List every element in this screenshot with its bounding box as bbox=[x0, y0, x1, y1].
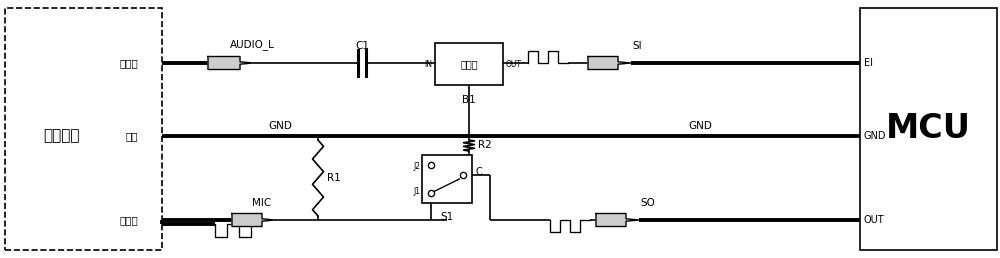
Text: OUT: OUT bbox=[506, 60, 522, 69]
Bar bbox=[860, 8, 997, 250]
Text: OUT: OUT bbox=[864, 215, 885, 225]
Text: 比较器: 比较器 bbox=[460, 59, 478, 69]
Polygon shape bbox=[232, 214, 275, 227]
Bar bbox=[435, 43, 503, 85]
Text: 麦克风: 麦克风 bbox=[119, 215, 138, 225]
Text: S1: S1 bbox=[440, 212, 454, 222]
Text: C: C bbox=[475, 167, 482, 177]
Text: SO: SO bbox=[640, 198, 655, 208]
Text: C1: C1 bbox=[355, 41, 369, 51]
Text: 智能手机: 智能手机 bbox=[44, 128, 80, 143]
Text: MIC: MIC bbox=[252, 198, 272, 208]
Text: GND: GND bbox=[268, 121, 292, 131]
Bar bbox=[5, 8, 162, 250]
Text: EI: EI bbox=[864, 58, 873, 68]
Bar bbox=[422, 155, 472, 203]
Text: B1: B1 bbox=[462, 95, 476, 105]
Text: J1: J1 bbox=[413, 187, 420, 196]
Text: R1: R1 bbox=[327, 173, 341, 183]
Text: IN: IN bbox=[424, 60, 432, 69]
Text: R2: R2 bbox=[478, 141, 492, 150]
Polygon shape bbox=[208, 57, 253, 69]
Text: AUDIO_L: AUDIO_L bbox=[230, 39, 274, 51]
Text: 左声道: 左声道 bbox=[119, 58, 138, 68]
Polygon shape bbox=[596, 214, 639, 227]
Text: SI: SI bbox=[632, 41, 642, 51]
Text: J2: J2 bbox=[413, 162, 420, 171]
Text: GND: GND bbox=[688, 121, 712, 131]
Text: GND: GND bbox=[864, 131, 886, 141]
Text: MCU: MCU bbox=[886, 111, 970, 144]
Polygon shape bbox=[588, 57, 631, 69]
Text: 接地: 接地 bbox=[126, 131, 138, 141]
